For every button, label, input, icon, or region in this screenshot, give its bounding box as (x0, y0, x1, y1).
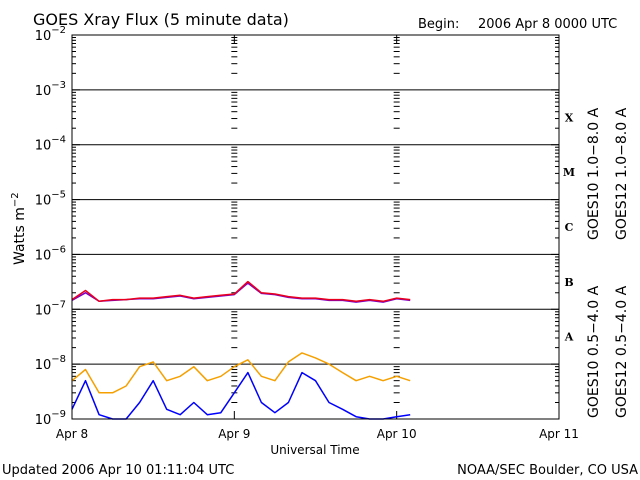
legend-entry: GOES10 0.5−4.0 A (586, 285, 602, 418)
y-tick-base: 10 (35, 84, 52, 99)
legend-entry: GOES12 0.5−4.0 A (614, 285, 630, 418)
y-tick-label: 10−3 (35, 80, 66, 99)
y-tick-exponent: −4 (51, 135, 66, 146)
y-tick-base: 10 (35, 413, 52, 428)
credit-text: NOAA/SEC Boulder, CO USA (457, 463, 638, 478)
decade-gridlines (72, 89, 559, 365)
series-lines (71, 280, 411, 420)
updated-timestamp: Updated 2006 Apr 10 01:11:04 UTC (2, 463, 234, 478)
y-tick-exponent: −8 (51, 354, 66, 365)
legend-entry: GOES12 1.0−8.0 A (614, 107, 630, 240)
y-tick-label: 10−4 (35, 135, 66, 154)
flare-class-label: A (564, 331, 574, 344)
y-tick-exponent: −7 (51, 299, 66, 310)
x-tick-label: Apr 8 (56, 427, 88, 441)
chart-title: GOES Xray Flux (5 minute data) (33, 10, 289, 29)
y-tick-base: 10 (35, 29, 52, 44)
y-axis-label: Watts m−2 (10, 192, 28, 265)
legend: GOES10 1.0−8.0 A GOES12 1.0−8.0 A GOES10 0… (586, 107, 630, 418)
legend-entry: GOES10 1.0−8.0 A (586, 107, 602, 240)
y-tick-exponent: −2 (51, 25, 66, 36)
y-tick-base: 10 (35, 194, 52, 209)
flare-class-label: C (565, 221, 574, 234)
y-tick-exponent: −9 (51, 409, 66, 420)
y-tick-exponent: −3 (51, 80, 66, 91)
series-line (71, 352, 411, 394)
x-tick-label: Apr 9 (218, 427, 250, 441)
y-tick-label: 10−2 (35, 25, 66, 44)
y-tick-exponent: −5 (51, 190, 66, 201)
flare-class-label: X (565, 111, 574, 124)
y-tick-label: 10−6 (35, 244, 66, 263)
y-tick-label: 10−8 (35, 354, 66, 373)
x-tick-label: Apr 10 (377, 427, 417, 441)
y-axis-label-text: Watts m−2 (10, 192, 28, 265)
x-tick-labels: Apr 8 Apr 9 Apr 10 Apr 11 (56, 427, 579, 441)
begin-value: 2006 Apr 8 0000 UTC (478, 17, 617, 32)
flare-class-label: B (564, 276, 573, 289)
y-tick-labels: 10−210−310−410−510−610−710−810−9 (35, 25, 66, 428)
axis-ticks (71, 34, 560, 420)
flare-class-labels: X M C B A (563, 111, 575, 343)
x-tick-label: Apr 11 (539, 427, 579, 441)
flare-class-label: M (563, 166, 575, 179)
x-axis-label: Universal Time (270, 443, 359, 457)
y-tick-base: 10 (35, 303, 52, 318)
y-tick-base: 10 (35, 248, 52, 263)
y-tick-label: 10−5 (35, 190, 66, 209)
plot-frame (71, 34, 560, 420)
begin-label: Begin: (418, 17, 459, 32)
y-tick-label: 10−9 (35, 409, 66, 428)
day-divider-dashes (231, 37, 400, 403)
y-tick-label: 10−7 (35, 299, 66, 318)
y-tick-base: 10 (35, 358, 52, 373)
series-line (71, 280, 411, 303)
series-line (71, 371, 411, 420)
y-tick-base: 10 (35, 139, 52, 154)
y-tick-exponent: −6 (51, 244, 66, 255)
